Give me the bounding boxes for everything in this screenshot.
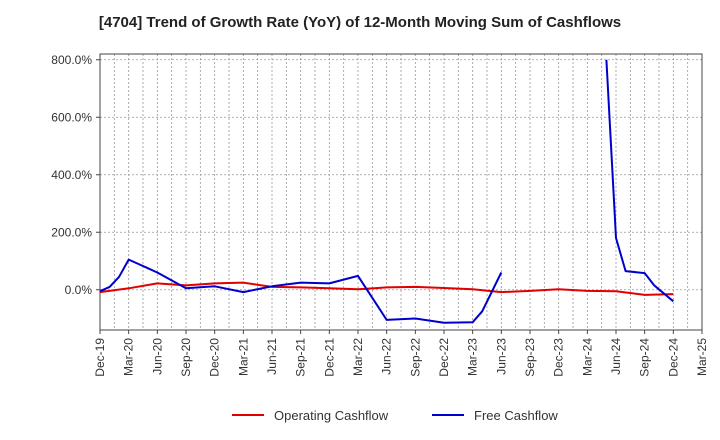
x-tick-label: Sep-20 (179, 338, 193, 377)
y-tick-label: 800.0% (51, 53, 92, 67)
series-line-free-cashflow (99, 258, 503, 324)
x-tick-label: Dec-21 (322, 338, 336, 377)
x-tick-label: Mar-22 (351, 338, 365, 376)
series-line-free-cashflow (605, 59, 674, 303)
x-tick-label: Dec-19 (93, 338, 107, 377)
y-tick-label: 400.0% (51, 168, 92, 182)
y-tick-label: 200.0% (51, 225, 92, 239)
x-tick-label: Sep-24 (638, 338, 652, 377)
x-tick-label: Dec-24 (666, 338, 680, 377)
legend-label: Free Cashflow (474, 408, 558, 423)
x-tick-label: Dec-22 (437, 338, 451, 377)
x-tick-label: Mar-21 (236, 338, 250, 376)
plot-frame (99, 53, 703, 331)
x-tick-label: Jun-24 (609, 338, 623, 375)
x-tick-label: Mar-23 (466, 338, 480, 376)
x-tick-label: Dec-20 (208, 338, 222, 377)
x-tick-label: Sep-21 (294, 338, 308, 377)
y-tick-label: 600.0% (51, 110, 92, 124)
series-line-operating-cashflow (99, 281, 674, 296)
legend-label: Operating Cashflow (274, 408, 389, 423)
x-tick-label: Jun-23 (494, 338, 508, 375)
x-tick-label: Sep-22 (408, 338, 422, 377)
x-tick-label: Dec-23 (552, 338, 566, 377)
x-tick-label: Jun-20 (150, 338, 164, 375)
x-tick-label: Jun-21 (265, 338, 279, 375)
x-tick-label: Mar-25 (695, 338, 709, 376)
chart-title: [4704] Trend of Growth Rate (YoY) of 12-… (98, 14, 622, 31)
x-tick-label: Mar-20 (122, 338, 136, 376)
x-tick-label: Sep-23 (523, 338, 537, 377)
x-tick-label: Mar-24 (580, 338, 594, 376)
y-tick-label: 0.0% (65, 283, 93, 297)
x-tick-label: Jun-22 (380, 338, 394, 375)
